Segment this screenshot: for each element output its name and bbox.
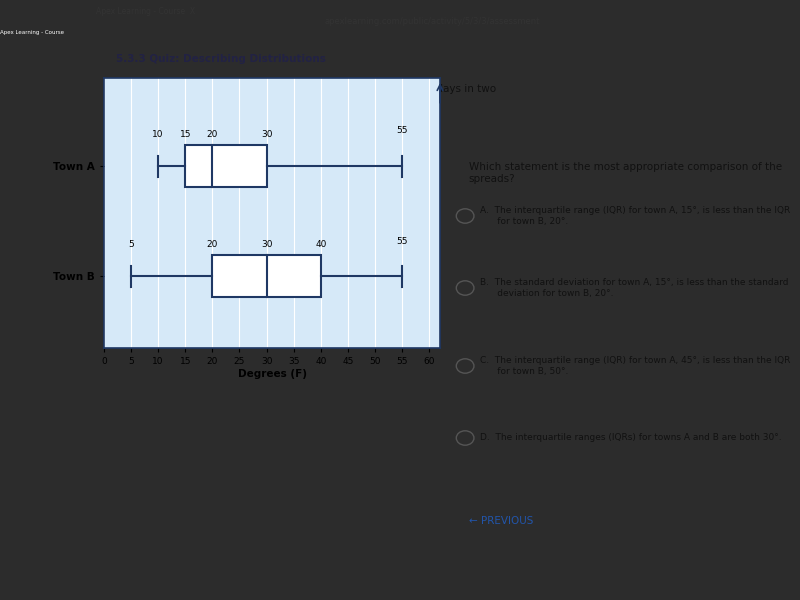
Text: C.  The interquartile range (IQR) for town A, 45°, is less than the IQR
      fo: C. The interquartile range (IQR) for tow… <box>480 356 790 376</box>
Text: Apex Learning - Course: Apex Learning - Course <box>0 30 64 35</box>
Text: 55: 55 <box>396 127 408 136</box>
Text: 55: 55 <box>396 236 408 245</box>
Bar <box>186 145 266 187</box>
Text: A.  The interquartile range (IQR) for town A, 15°, is less than the IQR
      fo: A. The interquartile range (IQR) for tow… <box>480 206 790 226</box>
Bar <box>212 256 321 298</box>
Text: Apex Learning - Course  X: Apex Learning - Course X <box>96 7 195 16</box>
Text: 20: 20 <box>206 130 218 139</box>
Text: Which statement is the most appropriate comparison of the spreads?: Which statement is the most appropriate … <box>469 162 782 184</box>
Text: 30: 30 <box>261 240 272 249</box>
Text: These box plots show daily low temperatures for a sample of days in two
differen: These box plots show daily low temperatu… <box>115 84 497 106</box>
Text: 5.3.3 Quiz: Describing Distributions: 5.3.3 Quiz: Describing Distributions <box>115 54 326 64</box>
Text: 10: 10 <box>153 130 164 139</box>
Text: ← PREVIOUS: ← PREVIOUS <box>469 516 533 526</box>
Text: D.  The interquartile ranges (IQRs) for towns A and B are both 30°.: D. The interquartile ranges (IQRs) for t… <box>480 433 782 443</box>
Text: 40: 40 <box>315 240 326 249</box>
Text: 5: 5 <box>128 240 134 249</box>
Text: B.  The standard deviation for town A, 15°, is less than the standard
      devi: B. The standard deviation for town A, 15… <box>480 278 788 298</box>
Text: 20: 20 <box>206 240 218 249</box>
Text: 30: 30 <box>261 130 272 139</box>
X-axis label: Degrees (F): Degrees (F) <box>238 369 306 379</box>
Text: apexlearning.com/public/activity/5/3/3/assessment: apexlearning.com/public/activity/5/3/3/a… <box>324 16 540 25</box>
Text: 15: 15 <box>179 130 191 139</box>
